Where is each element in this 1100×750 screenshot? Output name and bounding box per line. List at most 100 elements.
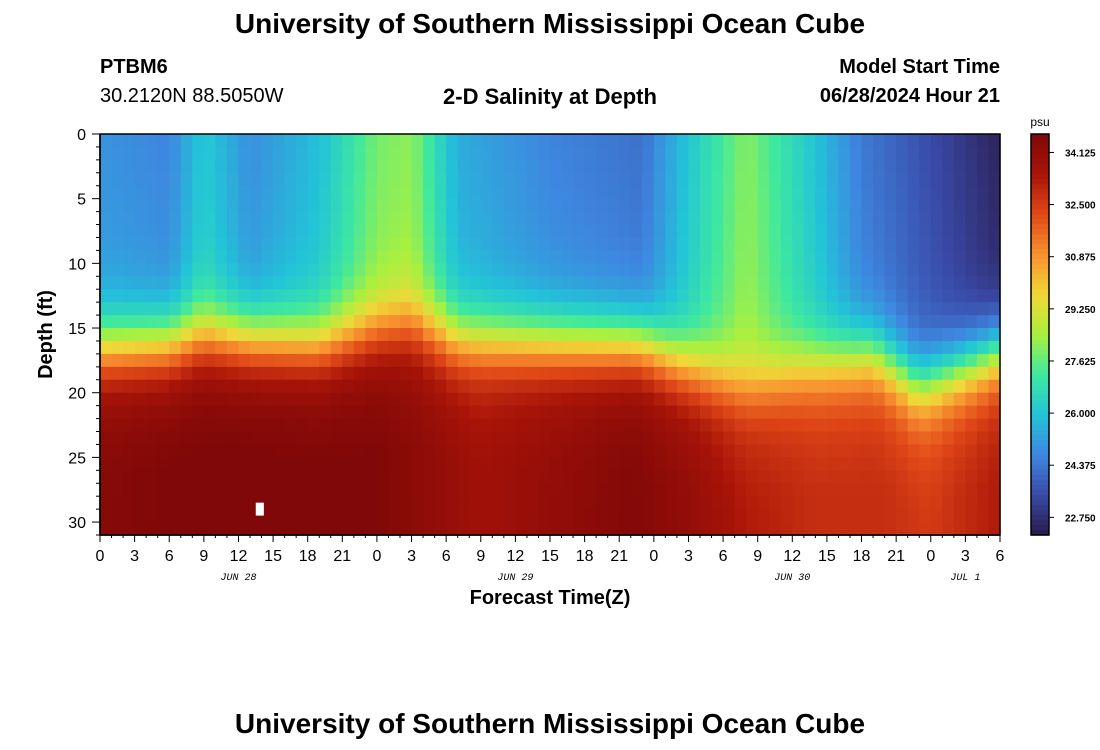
heatmap-cell	[584, 315, 597, 329]
heatmap-cell	[203, 366, 216, 381]
heatmap-cell	[169, 134, 182, 148]
heatmap-cell	[319, 457, 332, 471]
heatmap-cell	[365, 418, 378, 433]
y-tick-label: 20	[68, 386, 86, 403]
heatmap-cell	[192, 302, 205, 316]
heatmap-cell	[665, 302, 678, 316]
heatmap-cell	[330, 159, 343, 174]
heatmap-cell	[803, 444, 816, 458]
heatmap-cell	[123, 263, 136, 277]
heatmap-cell	[526, 237, 540, 252]
heatmap-cell	[157, 276, 170, 290]
heatmap-cell	[319, 237, 332, 252]
heatmap-cell	[111, 172, 124, 187]
heatmap-cell	[434, 224, 447, 239]
heatmap-cell	[653, 483, 666, 497]
heatmap-cell	[226, 276, 240, 290]
heatmap-cell	[319, 496, 332, 510]
heatmap-cell	[250, 379, 263, 394]
heatmap-cell	[388, 224, 401, 239]
heatmap-cell	[423, 276, 436, 290]
heatmap-cell	[653, 198, 666, 213]
heatmap-cell	[688, 198, 701, 213]
heatmap-cell	[284, 134, 297, 148]
heatmap-cell	[561, 496, 574, 510]
heatmap-cell	[319, 379, 332, 394]
heatmap-cell	[700, 405, 713, 420]
heatmap-cell	[538, 198, 551, 213]
heatmap-cell	[596, 366, 609, 381]
heatmap-cell	[100, 172, 113, 187]
heatmap-cell	[642, 340, 655, 355]
heatmap-cell	[884, 237, 897, 252]
heatmap-cell	[238, 134, 251, 148]
heatmap-cell	[930, 211, 943, 226]
heatmap-cell	[319, 444, 332, 458]
heatmap-cell	[273, 276, 286, 290]
heatmap-cell	[653, 509, 666, 523]
heatmap-cell	[873, 250, 886, 264]
heatmap-cell	[342, 172, 355, 187]
heatmap-cell	[215, 496, 228, 510]
heatmap-cell	[688, 379, 701, 394]
heatmap-cell	[238, 366, 251, 381]
heatmap-cell	[423, 302, 436, 316]
heatmap-cell	[607, 328, 620, 342]
heatmap-cell	[261, 211, 274, 226]
heatmap-cell	[123, 185, 136, 200]
heatmap-cell	[538, 237, 551, 252]
heatmap-cell	[457, 340, 470, 355]
colorbar-segment	[1031, 264, 1049, 270]
heatmap-cell	[573, 522, 586, 536]
heatmap-cell	[388, 263, 401, 277]
heatmap-cell	[515, 392, 528, 407]
heatmap-cell	[838, 289, 851, 303]
heatmap-cell	[400, 353, 413, 368]
plot-title: 2-D Salinity at Depth	[443, 84, 657, 109]
heatmap-cell	[850, 509, 863, 523]
heatmap-cell	[850, 276, 863, 290]
heatmap-cell	[550, 522, 563, 536]
heatmap-cell	[503, 224, 516, 239]
heatmap-cell	[457, 315, 470, 329]
heatmap-cell	[884, 172, 897, 187]
colorbar-segment	[1031, 204, 1049, 210]
heatmap-cell	[457, 496, 470, 510]
heatmap-cell	[838, 444, 851, 458]
heatmap-cell	[780, 379, 793, 394]
heatmap-cell	[250, 211, 263, 226]
heatmap-cell	[434, 418, 447, 433]
heatmap-cell	[976, 405, 990, 420]
heatmap-cell	[492, 263, 505, 277]
heatmap-cell	[688, 392, 701, 407]
heatmap-cell	[446, 328, 459, 342]
heatmap-cell	[446, 159, 459, 174]
heatmap-cell	[423, 211, 436, 226]
heatmap-cell	[861, 250, 874, 264]
heatmap-cell	[838, 172, 851, 187]
heatmap-cell	[896, 379, 909, 394]
heatmap-cell	[838, 237, 851, 252]
heatmap-cell	[919, 379, 932, 394]
heatmap-cell	[907, 237, 920, 252]
heatmap-cell	[353, 353, 366, 368]
heatmap-cell	[203, 379, 216, 394]
heatmap-cell	[365, 457, 378, 471]
heatmap-cell	[584, 159, 597, 174]
heatmap-cell	[930, 366, 943, 381]
heatmap-cell	[296, 198, 309, 213]
heatmap-cell	[250, 522, 263, 536]
heatmap-cell	[642, 315, 655, 329]
heatmap-cell	[688, 366, 701, 381]
heatmap-cell	[573, 340, 586, 355]
heatmap-cell	[134, 418, 147, 433]
heatmap-cell	[261, 146, 274, 161]
heatmap-cell	[388, 134, 401, 148]
heatmap-cell	[942, 405, 955, 420]
heatmap-cell	[884, 159, 897, 174]
heatmap-cell	[192, 470, 205, 484]
heatmap-cell	[480, 211, 493, 226]
heatmap-cell	[884, 496, 897, 510]
heatmap-cell	[653, 392, 666, 407]
heatmap-cell	[792, 276, 805, 290]
